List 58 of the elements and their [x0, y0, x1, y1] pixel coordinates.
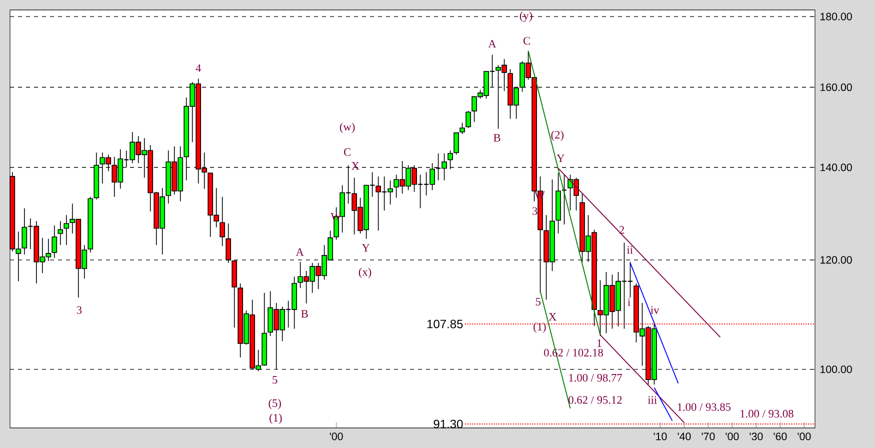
- annotation: X: [548, 313, 556, 320]
- y-tick-label: 180.00: [820, 12, 852, 20]
- annotation: iii: [648, 396, 657, 404]
- annotation: B: [494, 134, 500, 142]
- x-tick-label: '60: [774, 432, 787, 440]
- annotation: X: [352, 162, 360, 170]
- annotation: A: [296, 248, 304, 256]
- annotation: 5: [272, 376, 278, 384]
- candlestick: [64, 214, 70, 246]
- annotation: (1): [270, 414, 282, 424]
- annotation: W: [534, 191, 546, 199]
- annotation: 3: [532, 207, 538, 215]
- candlestick: [220, 196, 226, 246]
- candlestick: [22, 208, 28, 255]
- annotation: iv: [650, 306, 660, 314]
- candlestick: [460, 122, 465, 134]
- candlestick: [52, 225, 58, 258]
- annotation: 1: [597, 339, 602, 347]
- annotation: 5: [536, 298, 540, 306]
- annotation: Y: [362, 244, 370, 252]
- annotation: ii: [626, 246, 633, 254]
- candlestick: [454, 132, 459, 156]
- candlestick: [448, 150, 453, 170]
- candlestick: [58, 220, 64, 246]
- annotation: (1): [534, 322, 546, 333]
- annotation: 3: [76, 306, 82, 314]
- annotation: C: [523, 37, 530, 45]
- x-tick-label: '40: [678, 432, 691, 440]
- ref-line-label: 107.85: [427, 320, 463, 328]
- candlestick: [466, 110, 471, 128]
- annotation: 1.00 / 93.08: [740, 410, 794, 418]
- y-tick-label: 120.00: [820, 256, 852, 264]
- annotation: (x): [358, 268, 372, 278]
- x-tick-label: '00: [726, 432, 739, 440]
- annotation: (w): [340, 122, 355, 133]
- annotation: Y: [556, 154, 564, 162]
- x-tick-label: '70: [702, 432, 715, 440]
- x-tick-label: '00: [330, 432, 343, 440]
- x-tick-label: '30: [750, 432, 763, 440]
- x-tick-label: '10: [654, 432, 667, 440]
- y-tick-label: 160.00: [820, 83, 852, 92]
- y-tick-label: 140.00: [820, 164, 852, 172]
- annotation: 1.00 / 98.77: [569, 374, 622, 382]
- annotation: (y): [520, 11, 532, 22]
- candlestick: [226, 223, 232, 264]
- annotation: 0.62 / 95.12: [568, 396, 622, 404]
- annotation: 2: [619, 226, 624, 234]
- annotation: B: [301, 310, 308, 318]
- ref-line-label: 91.30: [434, 420, 463, 428]
- y-tick-label: 100.00: [820, 366, 852, 374]
- annotation: (2): [551, 130, 564, 141]
- annotation: i: [628, 298, 630, 306]
- annotation: (5): [268, 398, 281, 410]
- annotation: 4: [196, 64, 202, 72]
- x-tick-label: '00: [798, 432, 811, 440]
- annotation: C: [344, 148, 350, 156]
- annotation: 1.00 / 93.85: [678, 403, 731, 411]
- annotation: A: [488, 40, 496, 48]
